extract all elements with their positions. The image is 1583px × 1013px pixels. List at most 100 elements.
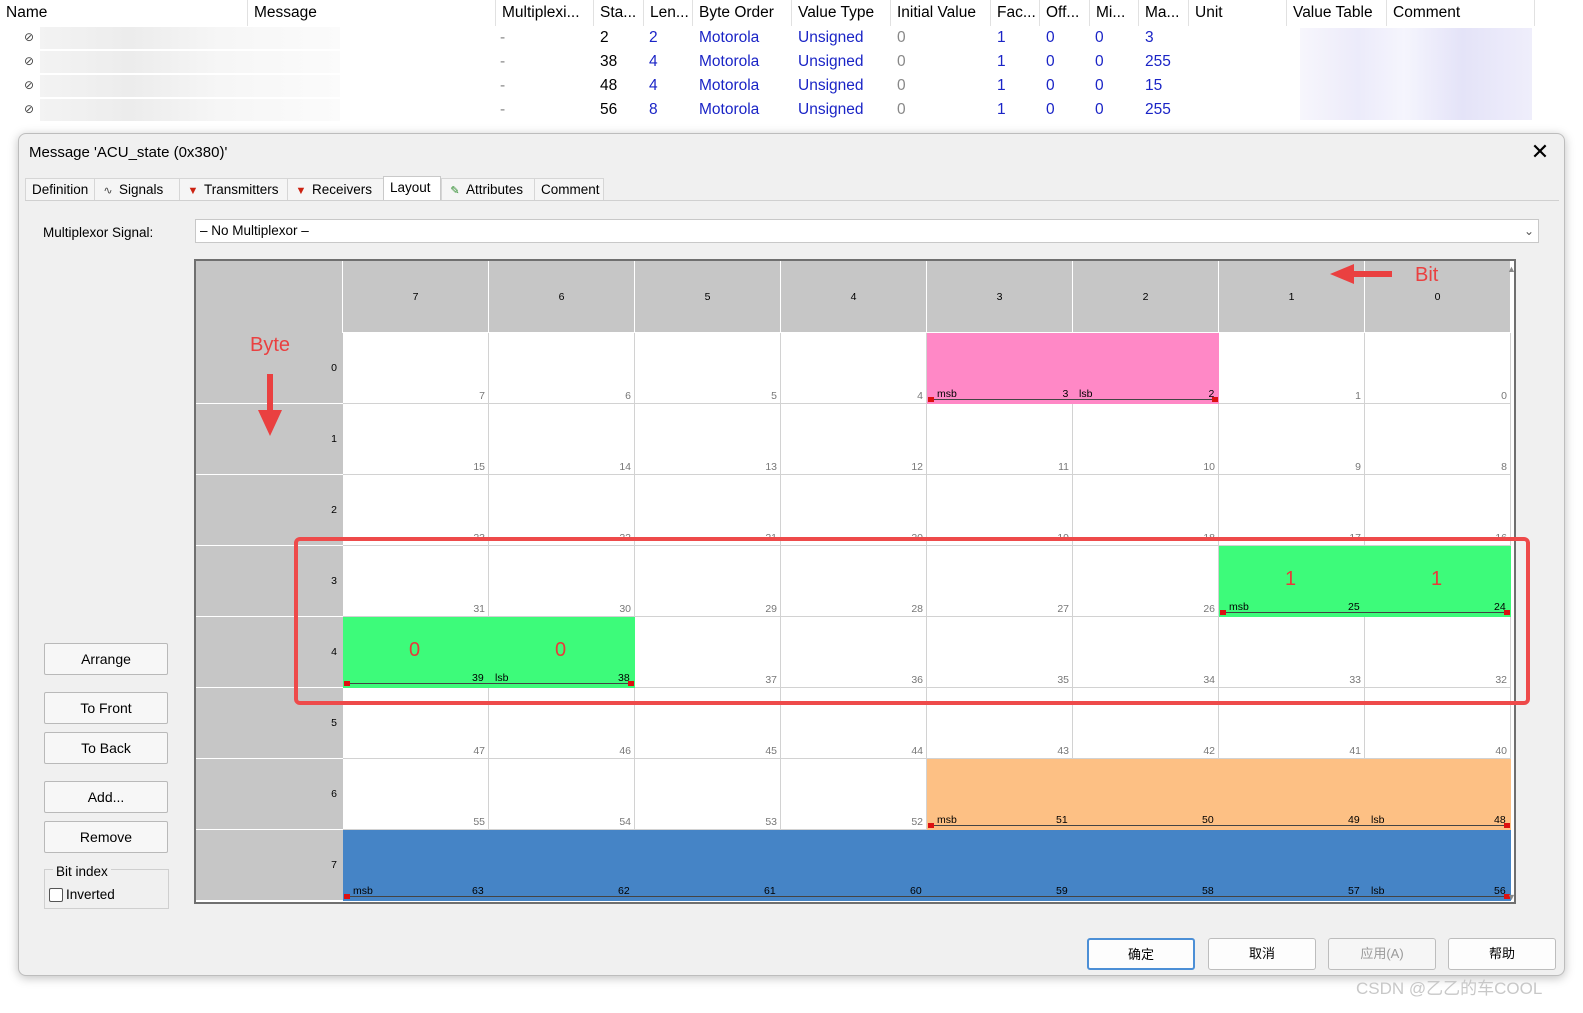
grid-cell[interactable]: 32	[1365, 617, 1511, 688]
column-header[interactable]: Comment	[1387, 0, 1535, 26]
grid-cell[interactable]: 4	[781, 333, 927, 404]
tab-definition[interactable]: Definition	[25, 178, 95, 200]
tab-receivers[interactable]: ▼ Receivers	[287, 178, 384, 200]
grid-cell[interactable]: 44	[781, 688, 927, 759]
tab-signals[interactable]: ∿ Signals	[94, 178, 180, 200]
tab-attributes[interactable]: ✎ Attributes	[441, 178, 535, 200]
grid-cell[interactable]: 20	[781, 475, 927, 546]
segment-bit-number: 60	[910, 885, 922, 897]
grid-cell[interactable]: 28	[781, 546, 927, 617]
column-header[interactable]: Fac...	[991, 0, 1040, 26]
grid-cell[interactable]: 55	[343, 759, 489, 830]
grid-cell[interactable]: 6	[489, 333, 635, 404]
grid-cell[interactable]: 21	[635, 475, 781, 546]
blurred-value-table-cells	[1300, 28, 1532, 120]
grid-cell[interactable]: 45	[635, 688, 781, 759]
grid-cell[interactable]: 36	[781, 617, 927, 688]
grid-cell[interactable]: 34	[1073, 617, 1219, 688]
grid-cell[interactable]: 16	[1365, 475, 1511, 546]
tab-layout[interactable]: Layout	[383, 176, 441, 201]
help-button[interactable]: 帮助	[1448, 938, 1556, 970]
grid-cell[interactable]: 30	[489, 546, 635, 617]
to-front-button[interactable]: To Front	[44, 692, 168, 724]
close-icon[interactable]: ✕	[1530, 139, 1550, 164]
column-header[interactable]: Sta...	[594, 0, 644, 26]
grid-cell[interactable]: 37	[635, 617, 781, 688]
scroll-up-icon[interactable]: ▲	[1507, 264, 1516, 274]
grid-cell[interactable]: 40	[1365, 688, 1511, 759]
grid-cell[interactable]: 8	[1365, 404, 1511, 475]
to-back-button[interactable]: To Back	[44, 732, 168, 764]
grid-cell[interactable]: 9	[1219, 404, 1365, 475]
grid-cell[interactable]: 42	[1073, 688, 1219, 759]
table-row[interactable]: ⊘ - 56 8 Motorola Unsigned 0 1 0 0 255	[0, 98, 1583, 122]
add-button[interactable]: Add...	[44, 781, 168, 813]
grid-cell[interactable]: 54	[489, 759, 635, 830]
grid-cell[interactable]: 12	[781, 404, 927, 475]
grid-scrollbar[interactable]: ▲ ▼	[1506, 264, 1520, 902]
grid-cell[interactable]: 46	[489, 688, 635, 759]
column-header[interactable]: Off...	[1040, 0, 1090, 26]
ok-button[interactable]: 确定	[1087, 938, 1195, 970]
grid-cell[interactable]: 5	[635, 333, 781, 404]
grid-cell[interactable]: 53	[635, 759, 781, 830]
column-header[interactable]: Ma...	[1139, 0, 1189, 26]
grid-cell[interactable]: 1	[1219, 333, 1365, 404]
grid-cell[interactable]: 7	[343, 333, 489, 404]
grid-cell[interactable]: 41	[1219, 688, 1365, 759]
column-header[interactable]: Message	[248, 0, 496, 26]
column-header[interactable]: Name	[0, 0, 248, 26]
arrange-button[interactable]: Arrange	[44, 643, 168, 675]
column-header[interactable]: Len...	[644, 0, 693, 26]
grid-cell[interactable]: 26	[1073, 546, 1219, 617]
table-row[interactable]: ⊘ - 38 4 Motorola Unsigned 0 1 0 0 255	[0, 50, 1583, 74]
column-header[interactable]: Unit	[1189, 0, 1287, 26]
scroll-down-icon[interactable]: ▼	[1507, 892, 1516, 902]
apply-button[interactable]: 应用(A)	[1328, 938, 1436, 970]
signal-start24[interactable]: 25 24 msb 1 1	[1219, 546, 1511, 617]
grid-cell[interactable]: 35	[927, 617, 1073, 688]
grid-cell[interactable]: 31	[343, 546, 489, 617]
msb-label: msb	[353, 885, 373, 897]
cancel-button[interactable]: 取消	[1208, 938, 1316, 970]
grid-cell[interactable]: 33	[1219, 617, 1365, 688]
column-header[interactable]: Initial Value	[891, 0, 991, 26]
column-header[interactable]: Multiplexi...	[496, 0, 594, 26]
bit-column-header: 3	[927, 261, 1073, 333]
signal-start38[interactable]: 39 38 lsb 0 0	[343, 617, 635, 688]
signal-start56[interactable]: 63 62 61 60 59 58 57 56 msb lsb	[343, 830, 1511, 901]
tab-transmitters[interactable]: ▼ Transmitters	[179, 178, 288, 200]
grid-cell[interactable]: 10	[1073, 404, 1219, 475]
grid-cell[interactable]: 17	[1219, 475, 1365, 546]
grid-cell[interactable]: 11	[927, 404, 1073, 475]
table-row[interactable]: ⊘ - 2 2 Motorola Unsigned 0 1 0 0 3	[0, 26, 1583, 50]
column-header[interactable]: Mi...	[1090, 0, 1139, 26]
grid-cell[interactable]: 13	[635, 404, 781, 475]
grid-cell[interactable]: 29	[635, 546, 781, 617]
grid-cell[interactable]: 23	[343, 475, 489, 546]
signal-start2[interactable]: 3 2 msb lsb	[927, 333, 1219, 404]
grid-cell[interactable]: 27	[927, 546, 1073, 617]
grid-cell[interactable]: 47	[343, 688, 489, 759]
tab-comment[interactable]: Comment	[534, 178, 604, 200]
bit-number: 4	[917, 390, 923, 402]
bit-number: 9	[1355, 461, 1361, 473]
grid-cell[interactable]: 14	[489, 404, 635, 475]
inverted-checkbox[interactable]	[49, 888, 63, 902]
grid-cell[interactable]: 19	[927, 475, 1073, 546]
grid-cell[interactable]: 22	[489, 475, 635, 546]
table-cell-length: 8	[649, 101, 658, 118]
grid-cell[interactable]: 52	[781, 759, 927, 830]
column-header[interactable]: Byte Order	[693, 0, 792, 26]
table-row[interactable]: ⊘ - 48 4 Motorola Unsigned 0 1 0 0 15	[0, 74, 1583, 98]
column-header[interactable]: Value Type	[792, 0, 891, 26]
segment-bit-number: 62	[618, 885, 630, 897]
grid-cell[interactable]: 18	[1073, 475, 1219, 546]
remove-button[interactable]: Remove	[44, 821, 168, 853]
grid-cell[interactable]: 0	[1365, 333, 1511, 404]
grid-cell[interactable]: 43	[927, 688, 1073, 759]
multiplexor-signal-select[interactable]: – No Multiplexor – ⌄	[195, 219, 1539, 243]
column-header[interactable]: Value Table	[1287, 0, 1387, 26]
signal-start48[interactable]: 51 50 49 48 msb lsb	[927, 759, 1511, 830]
grid-cell[interactable]: 15	[343, 404, 489, 475]
